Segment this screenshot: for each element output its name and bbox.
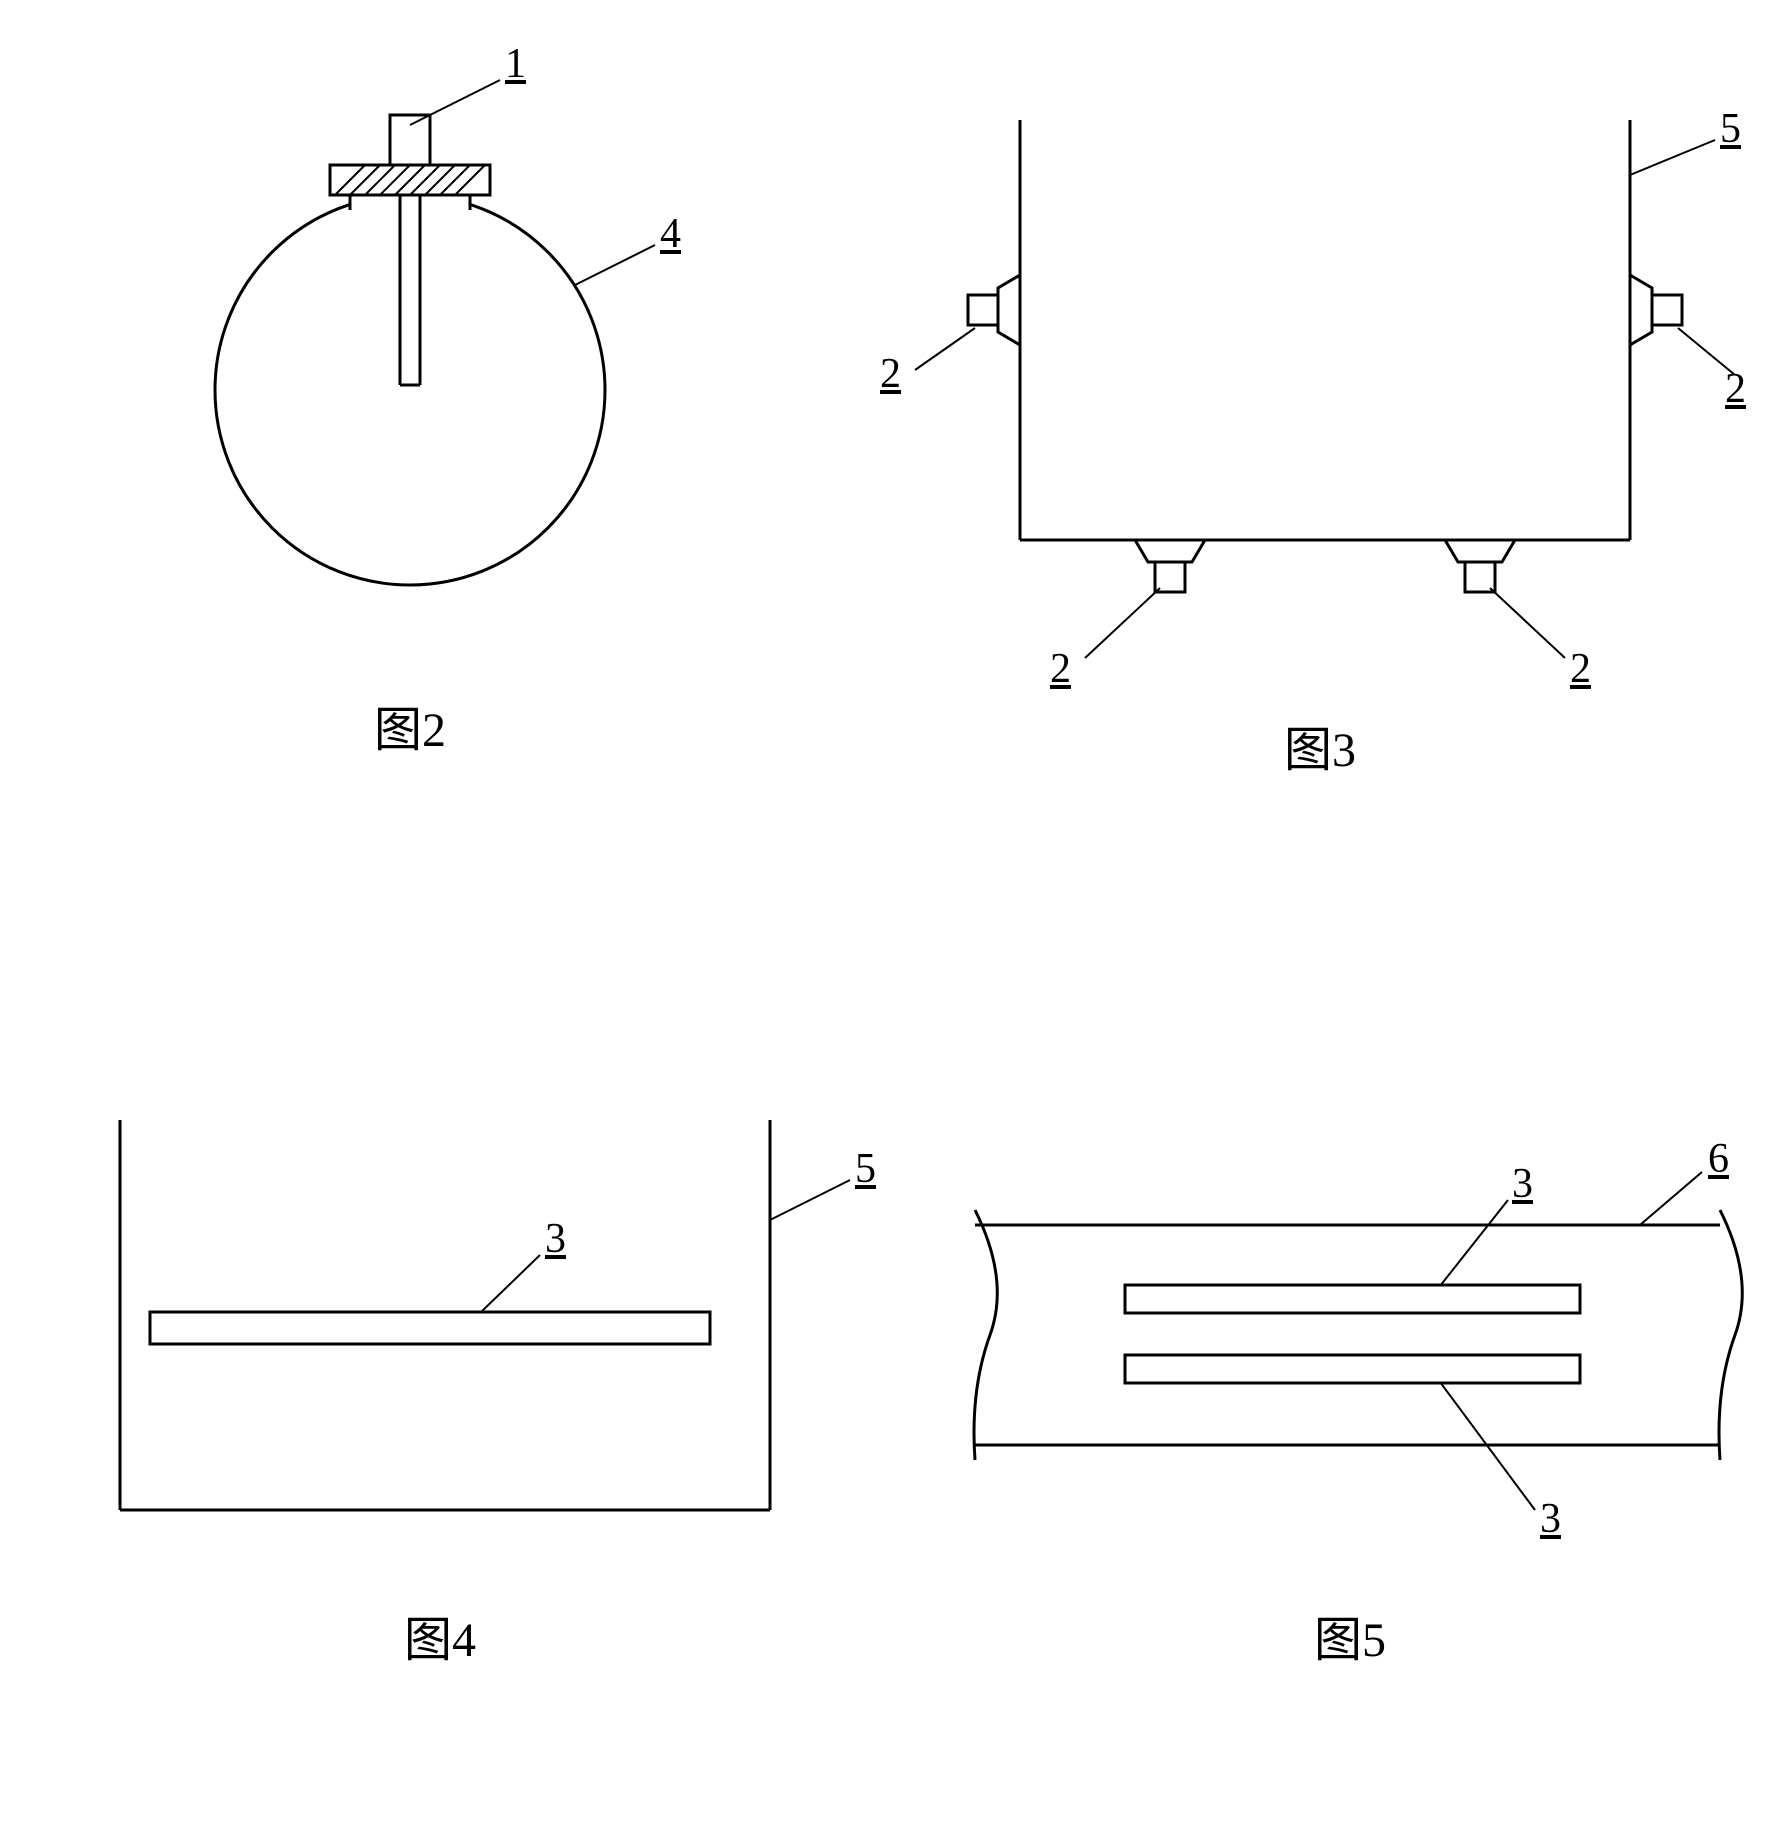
flask-diagram bbox=[130, 20, 690, 670]
figure-3-label: 图3 bbox=[1240, 710, 1400, 780]
callout-1: 1 bbox=[505, 40, 526, 88]
callout-2-left: 2 bbox=[880, 350, 901, 398]
container-diagram bbox=[60, 1060, 880, 1580]
figure-2: 1 4 图2 bbox=[130, 20, 690, 800]
figure-5: 3 6 3 图5 bbox=[940, 1100, 1770, 1720]
callout-2-right: 2 bbox=[1725, 365, 1746, 413]
transducer-left bbox=[968, 275, 1020, 345]
transducer-right bbox=[1630, 275, 1682, 345]
callout-6: 6 bbox=[1708, 1135, 1729, 1183]
figure-3: 5 2 2 2 2 图3 bbox=[870, 70, 1770, 800]
callout-3-bottom: 3 bbox=[1540, 1495, 1561, 1543]
callout-5: 5 bbox=[1720, 105, 1741, 153]
callout-4: 4 bbox=[660, 210, 681, 258]
callout-5: 5 bbox=[855, 1145, 876, 1193]
callout-2-br: 2 bbox=[1570, 645, 1591, 693]
figure-4-label: 图4 bbox=[360, 1600, 520, 1670]
callout-2-bl: 2 bbox=[1050, 645, 1071, 693]
figure-4: 3 5 图4 bbox=[60, 1060, 880, 1710]
callout-3-top: 3 bbox=[1512, 1160, 1533, 1208]
figure-5-label: 图5 bbox=[1270, 1600, 1430, 1670]
callout-3: 3 bbox=[545, 1215, 566, 1263]
transducer-bottom-right bbox=[1445, 540, 1515, 592]
tank-diagram bbox=[870, 70, 1770, 690]
figure-2-label: 图2 bbox=[330, 690, 490, 760]
transducer-bottom-left bbox=[1135, 540, 1205, 592]
pipe-diagram bbox=[940, 1100, 1770, 1600]
